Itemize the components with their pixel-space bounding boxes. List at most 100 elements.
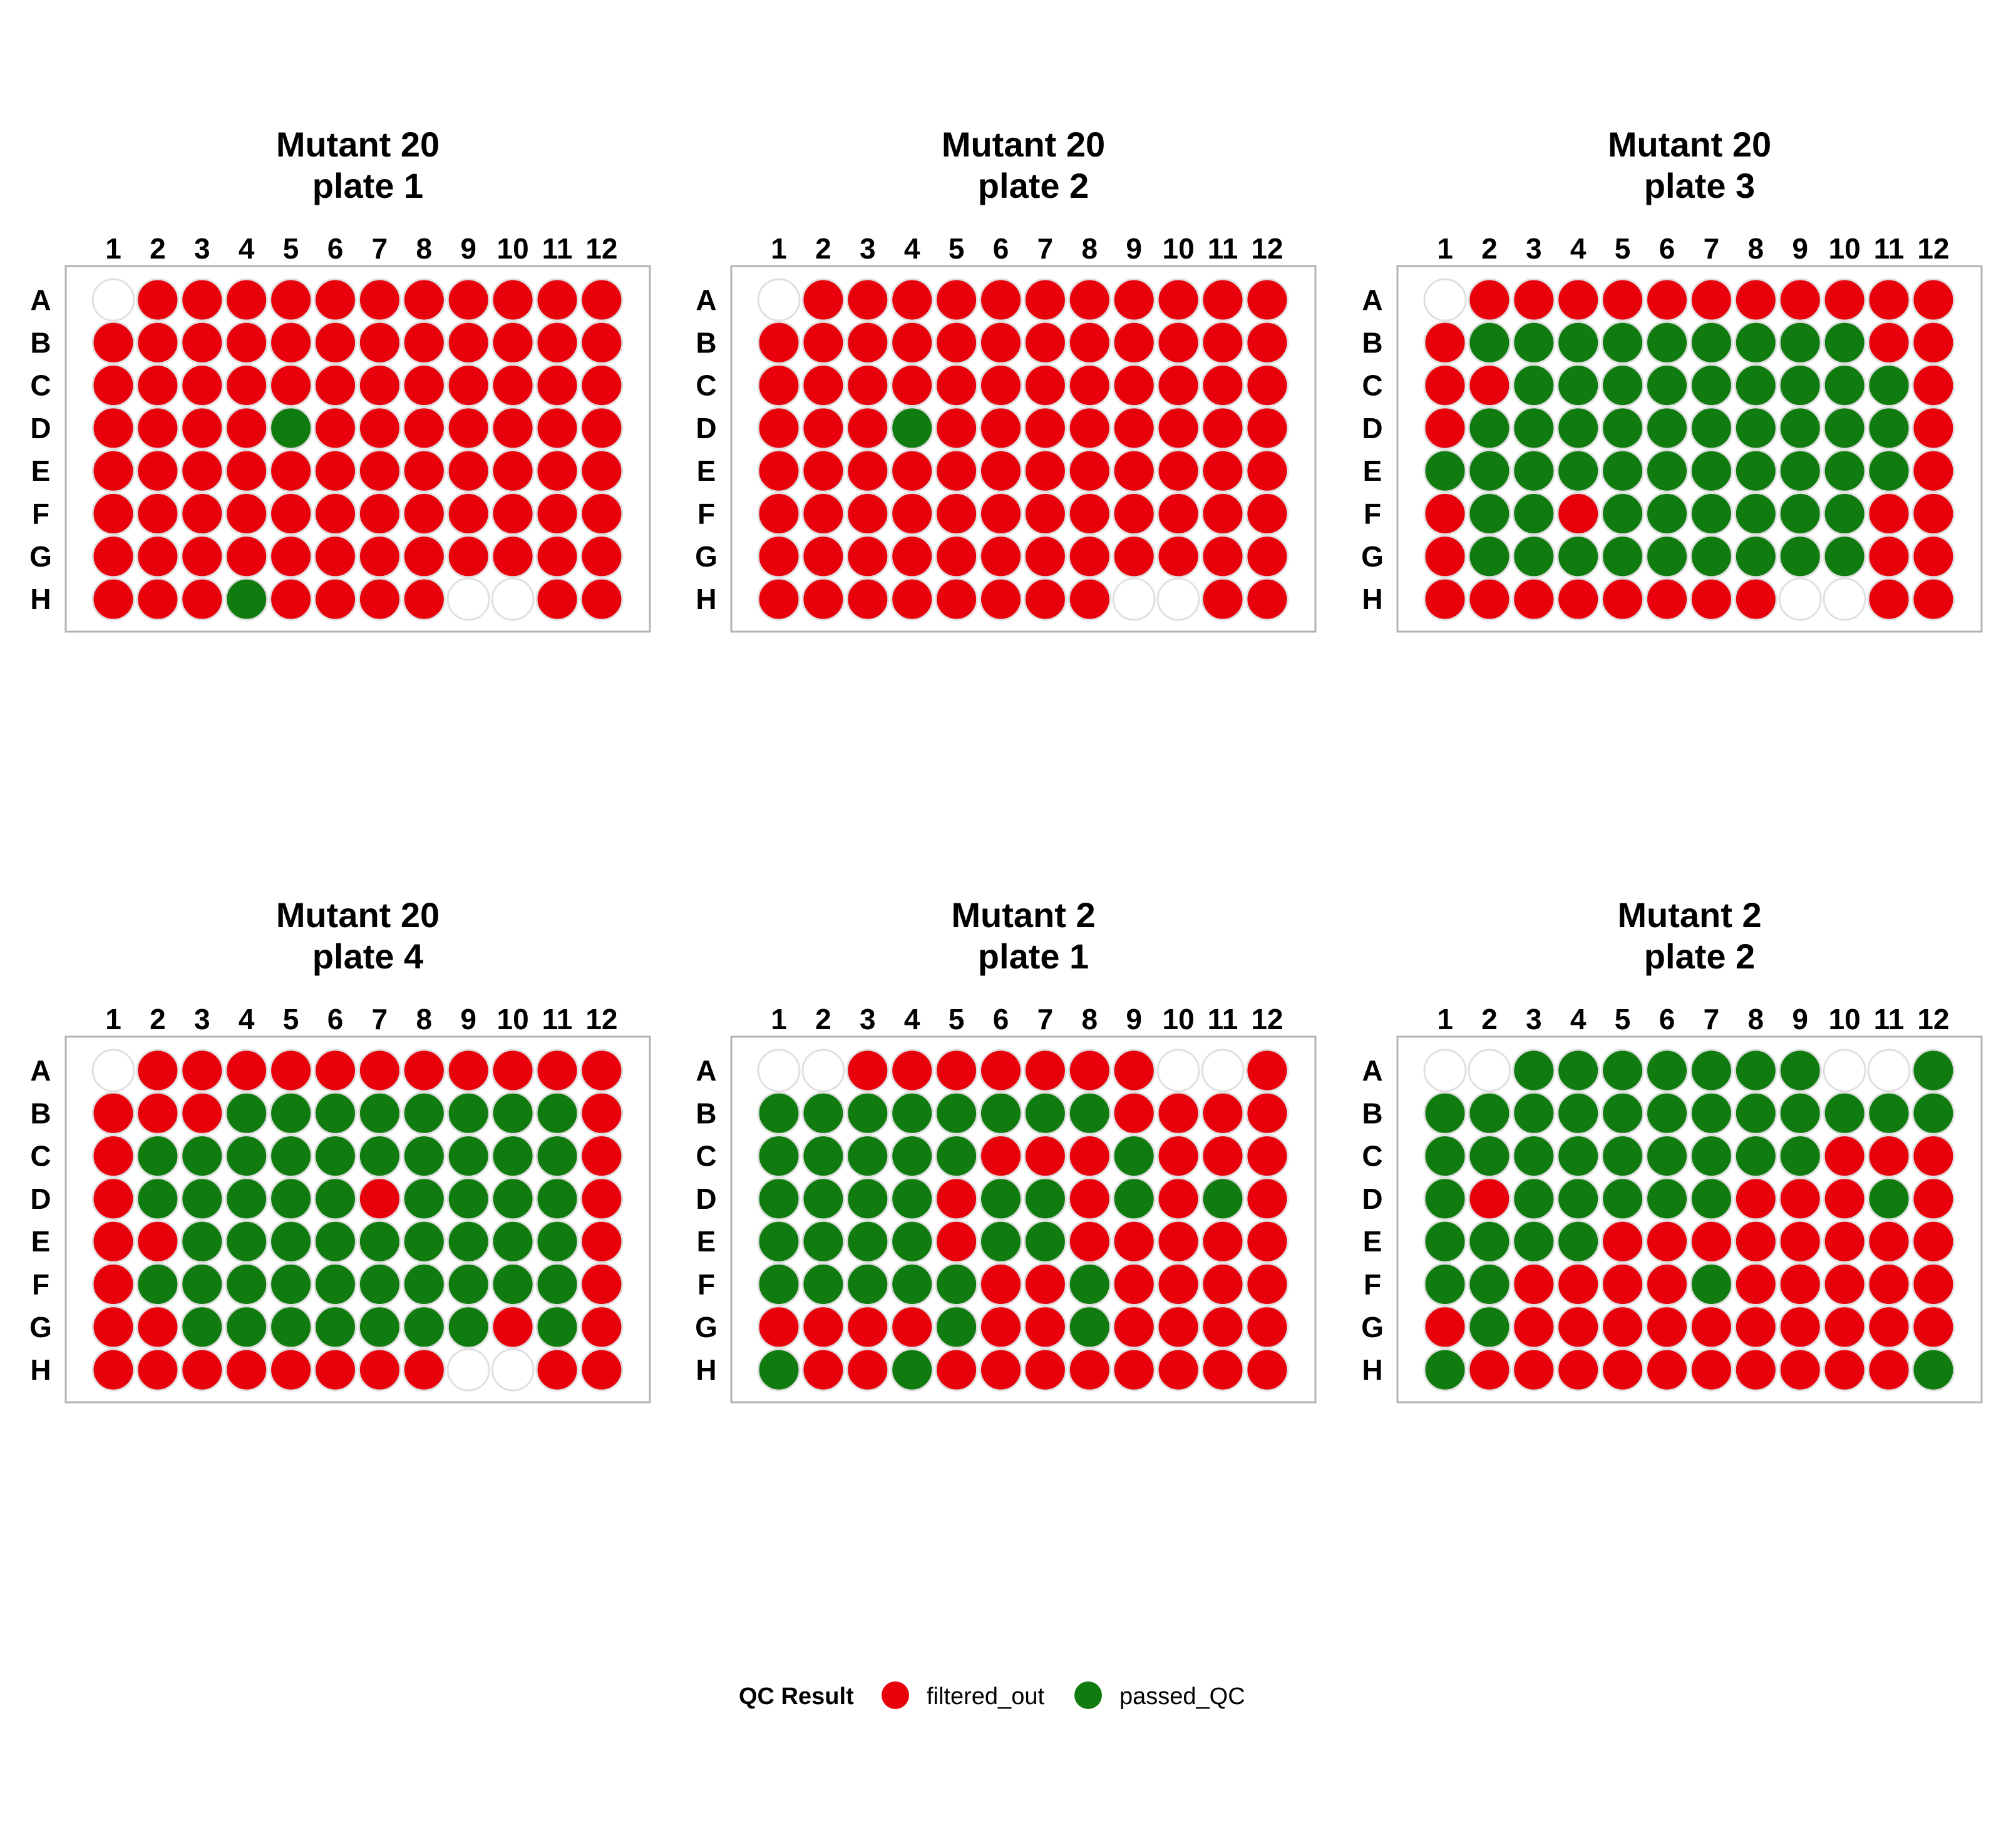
well [180, 1219, 224, 1263]
column-label: 7 [1704, 232, 1720, 265]
well [580, 1263, 624, 1306]
well [1601, 1177, 1645, 1221]
column-label: 11 [1208, 1003, 1238, 1035]
well [1911, 492, 1955, 535]
well [890, 535, 934, 578]
well [1867, 364, 1911, 408]
column-label: 10 [497, 232, 529, 265]
well [846, 1263, 890, 1306]
well [757, 1177, 801, 1221]
well [358, 1091, 401, 1135]
well [1556, 1134, 1600, 1178]
well [1067, 364, 1111, 408]
well [535, 364, 579, 408]
well [1112, 1263, 1156, 1306]
well [1645, 321, 1689, 364]
well [757, 577, 801, 621]
well [1423, 577, 1467, 621]
well [535, 1177, 579, 1221]
well [757, 1305, 801, 1349]
well [358, 1348, 401, 1392]
plate-title-line: plate 4 [312, 937, 423, 976]
well [535, 321, 579, 364]
well [446, 406, 490, 450]
legend-title: QC Result [739, 1683, 854, 1710]
well [1734, 321, 1777, 364]
well [269, 364, 313, 408]
well [580, 1348, 624, 1392]
well [269, 1348, 313, 1392]
well [1067, 321, 1111, 364]
well [1734, 1177, 1777, 1221]
well [136, 1219, 180, 1263]
well [757, 1348, 801, 1392]
well [1112, 1177, 1156, 1221]
column-label: 3 [860, 232, 876, 265]
well [358, 1134, 401, 1178]
well [446, 1091, 490, 1135]
well [1512, 1049, 1556, 1092]
well [1201, 1091, 1245, 1135]
well [491, 364, 535, 408]
well [136, 1263, 180, 1306]
well [1423, 449, 1467, 493]
well [935, 492, 979, 535]
well [1112, 577, 1156, 621]
well [1023, 1134, 1067, 1178]
row-label: G [1361, 1311, 1384, 1343]
well [225, 577, 269, 621]
well [979, 577, 1022, 621]
well [1867, 1134, 1911, 1178]
column-label: 3 [1526, 232, 1542, 265]
well [225, 449, 269, 493]
well [358, 535, 401, 578]
well [890, 1263, 934, 1306]
well [269, 278, 313, 322]
well [1645, 364, 1689, 408]
well [358, 492, 401, 535]
well [1245, 364, 1289, 408]
well [935, 406, 979, 450]
well [91, 406, 135, 450]
well [801, 1049, 845, 1092]
well [1778, 1134, 1822, 1178]
well [935, 1305, 979, 1349]
plate-title: Mutant 20 plate 4 [276, 895, 440, 976]
well [1778, 278, 1822, 322]
well [1423, 1134, 1467, 1178]
well [846, 364, 890, 408]
well [91, 364, 135, 408]
plate-title-line: plate 1 [312, 166, 423, 205]
well [402, 321, 446, 364]
well [269, 1049, 313, 1092]
well [136, 449, 180, 493]
well [1512, 278, 1556, 322]
column-label: 8 [1082, 232, 1098, 265]
well [1556, 1049, 1600, 1092]
column-label: 5 [283, 232, 299, 265]
well [1778, 1219, 1822, 1263]
well [402, 406, 446, 450]
well [1112, 1305, 1156, 1349]
well [935, 1348, 979, 1392]
well [491, 1177, 535, 1221]
row-label: H [30, 583, 51, 615]
well [136, 278, 180, 322]
well [1245, 1134, 1289, 1178]
well [1023, 1177, 1067, 1221]
well [1201, 278, 1245, 322]
well [1689, 1305, 1733, 1349]
well [1734, 406, 1777, 450]
well [225, 1091, 269, 1135]
well [801, 577, 845, 621]
well [535, 406, 579, 450]
well [846, 1177, 890, 1221]
well [1911, 1091, 1955, 1135]
well [1156, 1177, 1200, 1221]
well [1201, 321, 1245, 364]
well [1201, 1263, 1245, 1306]
well [1023, 278, 1067, 322]
row-label: E [31, 454, 51, 487]
well [1911, 1177, 1955, 1221]
